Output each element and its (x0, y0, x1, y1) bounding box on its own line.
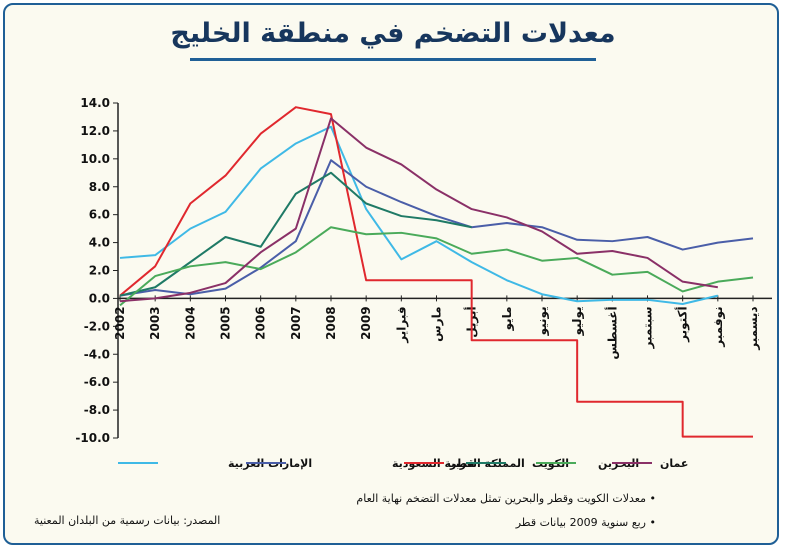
y-tick-label: -4.0 (84, 347, 110, 361)
legend-label-oman: عمان (660, 457, 688, 470)
x-tick-label: 2005 (219, 306, 233, 339)
chart-axes: 14.0 12.0 10.0 8.0 6.0 4.0 2.0 0.0 -2.0 -4.0 -6.0 -… (75, 96, 772, 445)
y-tick-label: -2.0 (84, 319, 110, 333)
series-line-uae (119, 125, 719, 305)
x-tick-label: مايو (500, 306, 515, 331)
x-tick-label: 2006 (254, 306, 268, 339)
x-tick-label: 2003 (148, 306, 162, 339)
x-tick-label: 2009 (359, 306, 373, 339)
y-tick-label: -6.0 (84, 375, 110, 389)
x-tick-label: أكتوبر (675, 306, 691, 342)
x-tick-label: أغسطس (604, 306, 619, 359)
x-tick-label: 2004 (183, 306, 197, 339)
y-tick-label: 14.0 (80, 96, 110, 110)
series-line-saudi (119, 159, 754, 297)
x-tick-label: سبتمبر (641, 306, 655, 349)
x-tick-label: نوفمبر (711, 306, 726, 347)
y-tick-label: 6.0 (89, 208, 110, 222)
x-tick-label: مارس (430, 306, 444, 341)
chart-legend: الإمارات العربية المملكة العربية السعودية… (118, 457, 688, 470)
legend-label-saudi: المملكة العربية السعودية (392, 457, 525, 470)
y-tick-label: -10.0 (75, 431, 110, 445)
x-tick-label: 2008 (324, 306, 338, 339)
y-tick-label: -8.0 (84, 403, 110, 417)
series-line-oman (119, 117, 718, 303)
x-tick-label: يونيو (535, 306, 550, 336)
y-tick-label: 10.0 (80, 152, 110, 166)
x-tick-label: فبراير (394, 306, 408, 343)
note-1-text: معدلات الكويت وقطر والبحرين تمثل معدلات … (356, 492, 646, 505)
y-tick-label: 2.0 (89, 264, 110, 278)
bullet: • (649, 492, 657, 505)
series-line-qatar (119, 106, 753, 438)
chart-series (119, 106, 754, 438)
x-tick-label: 2002 (113, 306, 127, 339)
title-underline (190, 58, 596, 61)
y-tick-label: 8.0 (89, 180, 110, 194)
bullet: • (649, 516, 657, 529)
series-line-bahrain (119, 226, 754, 307)
note-2: • ربع سنوية 2009 بيانات قطر (516, 516, 656, 529)
y-tick-label: 4.0 (89, 236, 110, 250)
x-tick-label: ديسمبر (746, 306, 760, 350)
y-tick-label: 0.0 (89, 291, 110, 305)
note-2-text: ربع سنوية 2009 بيانات قطر (515, 516, 646, 529)
legend-label-qatar: قطر (449, 457, 475, 470)
x-tick-label: 2007 (289, 306, 303, 339)
y-tick-label: 12.0 (80, 124, 110, 138)
chart-title: معدلات التضخم في منطقة الخليج (170, 18, 616, 49)
x-tick-label: يوليو (570, 306, 585, 336)
source-text: المصدر: بيانات رسمية من البلدان المعنية (34, 514, 221, 527)
note-1: • معدلات الكويت وقطر والبحرين تمثل معدلا… (356, 492, 656, 505)
